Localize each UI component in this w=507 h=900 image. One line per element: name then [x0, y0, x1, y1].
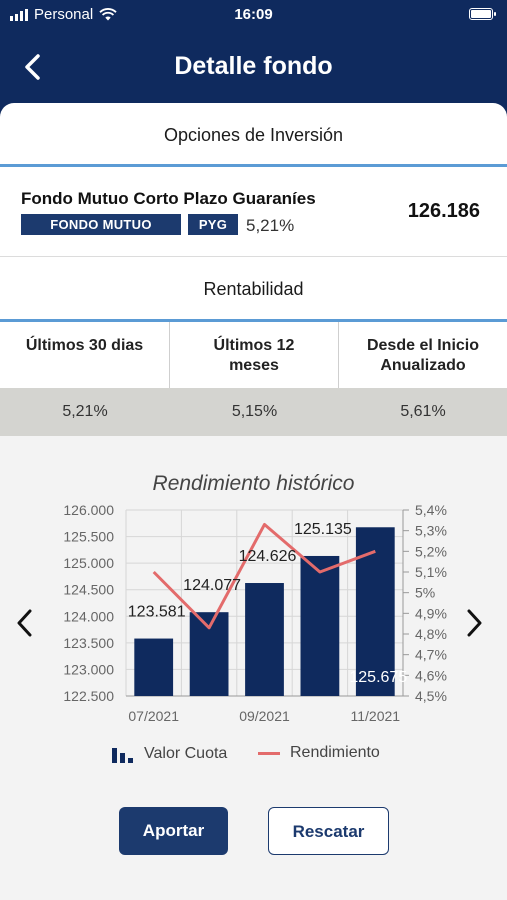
column-header-12-months: Últimos 12 meses [170, 322, 339, 388]
y-right-tick-label: 4,8% [415, 626, 447, 642]
bar-chart-icon [112, 748, 133, 763]
column-header-30-days: Últimos 30 dias [0, 322, 170, 388]
y-left-tick-label: 122.500 [63, 688, 114, 704]
y-left-tick-label: 123.500 [63, 635, 114, 651]
bar [134, 638, 174, 696]
y-left-tick-label: 124.500 [63, 582, 114, 598]
table-row: 5,21% 5,15% 5,61% [0, 388, 507, 436]
status-time: 16:09 [234, 6, 273, 23]
y-right-tick-label: 5,1% [415, 564, 447, 580]
x-tick-label: 11/2021 [351, 708, 401, 724]
bar [245, 583, 284, 696]
divider [0, 256, 507, 257]
bar [300, 555, 340, 696]
chart-next-arrow-icon[interactable] [463, 606, 485, 640]
battery-icon [469, 8, 496, 20]
y-right-tick-label: 5,3% [415, 523, 447, 539]
fund-name: Fondo Mutuo Corto Plazo Guaraníes [21, 189, 316, 208]
y-left-tick-label: 125.500 [63, 529, 114, 545]
app-header: Personal 16:09 Detalle fondo [0, 0, 507, 120]
signal-icon [10, 8, 28, 21]
y-left-tick-label: 124.000 [63, 608, 114, 624]
bar-data-label: 124.626 [239, 548, 297, 565]
column-header-since-inception: Desde el Inicio Anualizado [339, 322, 507, 388]
y-right-tick-label: 4,6% [415, 667, 447, 683]
rendimiento-line [152, 522, 376, 630]
chart-prev-arrow-icon[interactable] [14, 606, 36, 640]
y-left-tick-label: 126.000 [63, 502, 114, 518]
fund-value: 126.186 [407, 200, 480, 222]
status-bar: Personal 16:09 [0, 0, 507, 30]
x-tick-label: 09/2021 [239, 708, 290, 724]
rescatar-button[interactable]: Rescatar [268, 807, 389, 855]
y-left-tick-label: 123.000 [63, 661, 114, 677]
currency-badge: PYG [188, 214, 238, 235]
wifi-icon [99, 8, 117, 21]
legend-valor-cuota: Valor Cuota [112, 744, 227, 764]
bar-data-label: 123.581 [128, 604, 186, 621]
carrier-label: Personal [34, 6, 94, 23]
value-30-days: 5,21% [62, 403, 108, 420]
legend-label: Valor Cuota [144, 745, 228, 762]
section-divider [0, 319, 507, 322]
rentabilidad-title: Rentabilidad [203, 279, 304, 299]
fund-type-badge: FONDO MUTUO [21, 214, 181, 235]
y-left-tick-label: 125.000 [63, 555, 114, 571]
back-arrow-icon[interactable] [18, 50, 48, 84]
aportar-button[interactable]: Aportar [119, 807, 228, 855]
y-right-tick-label: 5,2% [415, 543, 447, 559]
legend-rendimiento: Rendimiento [258, 744, 380, 762]
line-swatch-icon [258, 751, 280, 755]
page-title: Detalle fondo [174, 52, 333, 80]
y-right-tick-label: 4,9% [415, 605, 447, 621]
y-right-tick-label: 5,4% [415, 502, 447, 518]
bar-data-label: 125.675 [349, 669, 407, 686]
y-right-tick-label: 5% [415, 585, 435, 601]
value-12-months: 5,15% [231, 403, 278, 420]
investment-options-title: Opciones de Inversión [163, 125, 344, 145]
legend-label: Rendimiento [290, 744, 380, 761]
section-divider [0, 164, 507, 167]
x-tick-label: 07/2021 [128, 708, 179, 724]
bar-data-label: 124.077 [183, 577, 241, 594]
historical-performance-chart: 122.500 123.000 123.500 124.000 124.500 125.0… [63, 502, 447, 724]
rentabilidad-table: Últimos 30 dias Últimos 12 meses Desde e… [0, 322, 507, 436]
value-since-inception: 5,61% [400, 403, 446, 420]
fund-rate: 5,21% [246, 216, 295, 235]
y-right-tick-label: 4,7% [415, 647, 447, 663]
bar-data-label: 125.135 [294, 521, 352, 538]
y-right-tick-label: 4,5% [415, 688, 447, 704]
chart-title: Rendimiento histórico [152, 472, 355, 495]
